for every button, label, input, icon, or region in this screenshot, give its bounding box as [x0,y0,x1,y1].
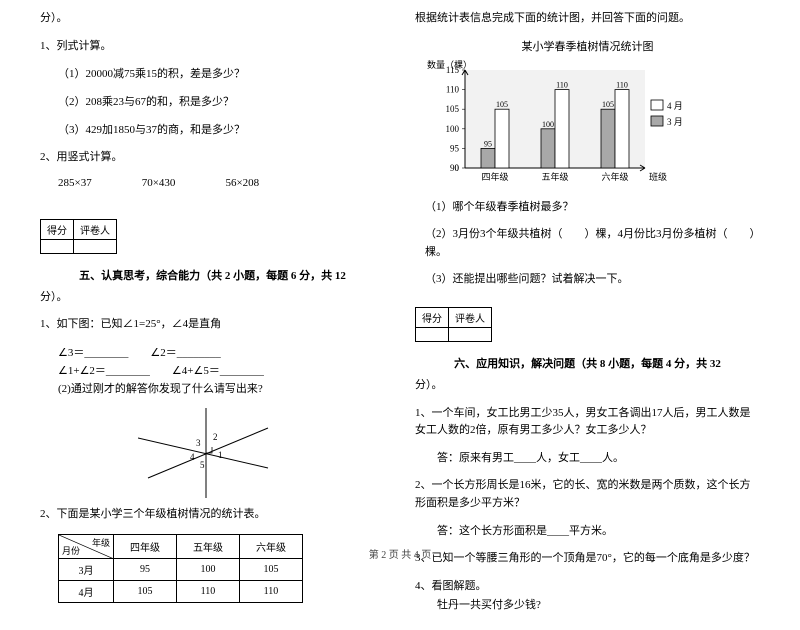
q5-1b: ∠3＝________ ∠2＝________ [58,344,385,360]
q6-4: 4、看图解题。 [415,578,760,596]
svg-text:四年级: 四年级 [481,171,508,182]
svg-text:110: 110 [556,80,568,89]
row-4-label: 4月 [59,580,114,602]
svg-text:3: 3 [196,438,201,448]
q2-stem: 2、用竖式计算。 [40,149,385,167]
score-label: 得分 [416,307,449,327]
grader-label: 评卷人 [449,307,492,327]
q1-2: （2）208乘23与67的和，积是多少？ [58,93,385,109]
svg-text:95: 95 [450,143,460,153]
svg-text:105: 105 [602,100,614,109]
score-box-5: 得分 评卷人 [40,219,117,254]
angle-diagram: 2 3 4 5 1 [138,408,288,498]
r3: （3）还能提出哪些问题？试着解决一下。 [425,271,760,289]
svg-text:4 月: 4 月 [667,101,683,111]
svg-text:110: 110 [616,80,628,89]
bar-chart: 数量（棵）9095100105110115095105四年级100110五年级1… [425,58,760,191]
q2-b: 70×430 [142,177,176,189]
r1: （1）哪个年级春季植树最多？ [425,199,760,217]
fen-continue: 分）。 [40,10,385,28]
section-5-title: 五、认真思考，综合能力（共 2 小题，每题 6 分，共 12 [40,267,385,283]
svg-text:六年级: 六年级 [601,171,628,182]
q6-1: 1、一个车间，女工比男工少35人，男女工各调出17人后，男工人数是女工人数的2倍… [415,405,760,440]
svg-text:1: 1 [218,450,223,460]
q6-4-sub: 牡丹一共买付多少钱? [415,597,760,615]
page-footer: 第 2 页 共 4 页 [0,546,800,561]
svg-text:五年级: 五年级 [541,171,568,182]
score-box-6: 得分 评卷人 [415,307,492,342]
q6-2-ans: 答：这个长方形面积是____平方米。 [415,523,760,541]
r2: （2）3月份3个年级共植树（ ）棵，4月份比3月份多植树（ ）棵。 [425,226,760,261]
svg-text:110: 110 [446,84,460,94]
q2-c: 56×208 [225,177,259,189]
right-column: 根据统计表信息完成下面的统计图，并回答下面的问题。 某小学春季植树情况统计图 数… [415,10,760,625]
q5-1c: ∠1+∠2＝________ ∠4+∠5＝________ [58,362,385,378]
q2-expressions: 285×37 70×430 56×208 [58,177,385,189]
q5-2: 2、下面是某小学三个年级植树情况的统计表。 [40,506,385,524]
svg-text:100: 100 [542,119,554,128]
left-column: 分）。 1、列式计算。 （1）20000减75乘15的积，差是多少？ （2）20… [40,10,385,625]
grader-label: 评卷人 [74,219,117,239]
row-3-label: 3月 [59,558,114,580]
q2-a: 285×37 [58,177,92,189]
svg-text:105: 105 [496,100,508,109]
q1-stem: 1、列式计算。 [40,38,385,56]
q6-2: 2、一个长方形周长是16米，它的长、宽的米数是两个质数，这个长方形面积是多少平方… [415,477,760,512]
svg-text:95: 95 [484,139,492,148]
svg-text:4: 4 [190,452,195,462]
section-6-title: 六、应用知识，解决问题（共 8 小题，每题 4 分，共 32 [415,355,760,371]
q1-3: （3）429加1850与37的商，和是多少？ [58,121,385,137]
planting-table: 年级 月份 四年级 五年级 六年级 3月 95 100 105 4月 105 1… [58,534,303,603]
svg-text:5: 5 [200,460,205,470]
svg-text:115: 115 [446,65,460,75]
svg-text:0: 0 [455,163,460,173]
q5-1a: 1、如下图：已知∠1=25°，∠4是直角 [40,316,385,334]
fen-6: 分）。 [415,377,760,395]
score-label: 得分 [41,219,74,239]
q1-1: （1）20000减75乘15的积，差是多少？ [58,65,385,81]
right-intro: 根据统计表信息完成下面的统计图，并回答下面的问题。 [415,10,760,28]
q6-1-ans: 答：原来有男工____人，女工____人。 [415,450,760,468]
svg-text:班级: 班级 [649,171,667,182]
q5-1d: (2)通过刚才的解答你发现了什么请写出来? [58,380,385,396]
fen-5: 分）。 [40,289,385,307]
svg-text:3 月: 3 月 [667,117,683,127]
chart-title: 某小学春季植树情况统计图 [415,38,760,54]
svg-text:105: 105 [446,104,460,114]
svg-text:2: 2 [213,432,218,442]
svg-text:100: 100 [446,123,460,133]
